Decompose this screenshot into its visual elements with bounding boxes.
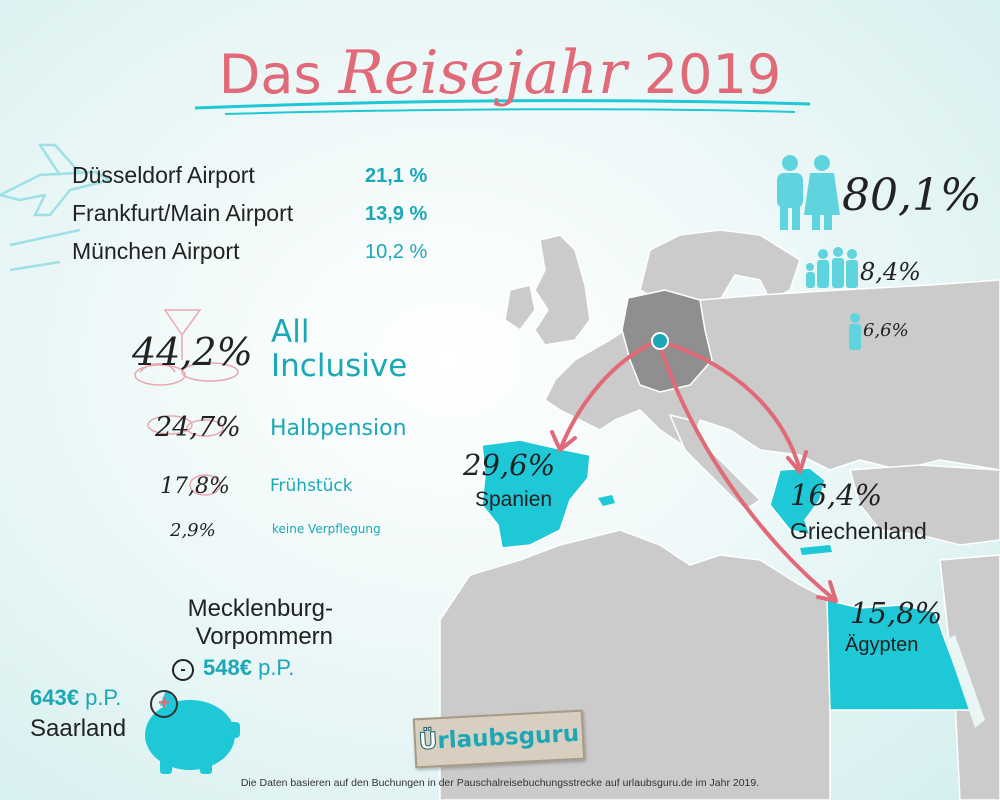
min-region-label: Mecklenburg- Vorpommern xyxy=(187,595,333,650)
food-icon-all-inclusive xyxy=(134,309,239,386)
germany-origin-dot xyxy=(651,332,669,350)
food-icon-fruehstueck xyxy=(189,474,221,496)
plane-icon xyxy=(0,143,112,272)
arrowhead-egypt xyxy=(816,580,838,603)
title-year: 2019 xyxy=(643,43,782,106)
title-underline xyxy=(194,99,811,110)
urlaubsguru-logo[interactable]: Ürlaubsguru xyxy=(412,709,586,769)
couple-icon xyxy=(777,155,840,230)
min-budget: 548€ p.P. xyxy=(203,655,295,680)
spain-label: Spanien xyxy=(475,488,553,511)
arrow-to-spain xyxy=(558,340,657,452)
airport-pct: 13,9 % xyxy=(365,203,428,225)
halbpension-label: Halbpension xyxy=(270,416,407,441)
map-uk xyxy=(534,234,591,346)
map-europe-mainland xyxy=(544,279,1000,471)
map-greece xyxy=(769,467,826,537)
keine-verpflegung-label: keine Verpflegung xyxy=(272,522,381,536)
egypt-pct: 15,8% xyxy=(850,596,943,630)
couples-pct: 80,1% xyxy=(842,170,982,221)
greece-label: Griechenland xyxy=(790,518,927,544)
airport-pct: 10,2 % xyxy=(365,241,428,263)
map-red-sea xyxy=(945,635,985,728)
map-balearics xyxy=(598,495,615,506)
map-turkey xyxy=(849,464,1000,546)
single-person-icon xyxy=(849,313,861,350)
map-crete xyxy=(800,545,832,555)
max-budget: 643€ p.P. xyxy=(30,685,122,710)
minus-icon: - xyxy=(172,659,194,681)
arrow-to-greece xyxy=(660,340,802,472)
title-das: Das xyxy=(218,43,322,106)
food-icon-halbpension xyxy=(147,415,224,437)
halbpension-pct: 24,7% xyxy=(155,412,241,443)
families-pct: 8,4% xyxy=(860,258,921,286)
map-spain xyxy=(481,439,591,549)
singles-pct: 6,6% xyxy=(863,320,909,341)
fruehstueck-label: Frühstück xyxy=(270,476,353,496)
arrowhead-spain xyxy=(550,430,577,452)
max-region-label: Saarland xyxy=(30,715,127,742)
title-underline-2 xyxy=(224,108,796,115)
all-inclusive-label: All Inclusive xyxy=(271,314,408,384)
all-inclusive-pct: 44,2% xyxy=(132,330,253,374)
title-reisejahr: Reisejahr xyxy=(338,38,627,108)
plus-icon: + xyxy=(150,690,178,718)
egypt-label: Ägypten xyxy=(845,634,919,656)
greece-pct: 16,4% xyxy=(790,478,883,512)
page-title: Das Reisejahr 2019 xyxy=(0,38,1000,108)
map-ireland xyxy=(504,284,536,331)
airport-name: München Airport xyxy=(72,238,240,264)
airport-pct: 21,1 % xyxy=(365,165,428,187)
footer-note: Die Daten basieren auf den Buchungen in … xyxy=(240,777,760,789)
family-icon xyxy=(806,247,858,288)
arrow-to-egypt xyxy=(658,343,837,602)
fruehstueck-pct: 17,8% xyxy=(160,474,230,499)
airport-name: Frankfurt/Main Airport xyxy=(72,200,294,226)
keine-verpflegung-pct: 2,9% xyxy=(170,520,216,541)
spain-pct: 29,6% xyxy=(463,448,556,482)
arrowhead-greece xyxy=(786,450,808,474)
airport-name: Düsseldorf Airport xyxy=(72,162,255,188)
